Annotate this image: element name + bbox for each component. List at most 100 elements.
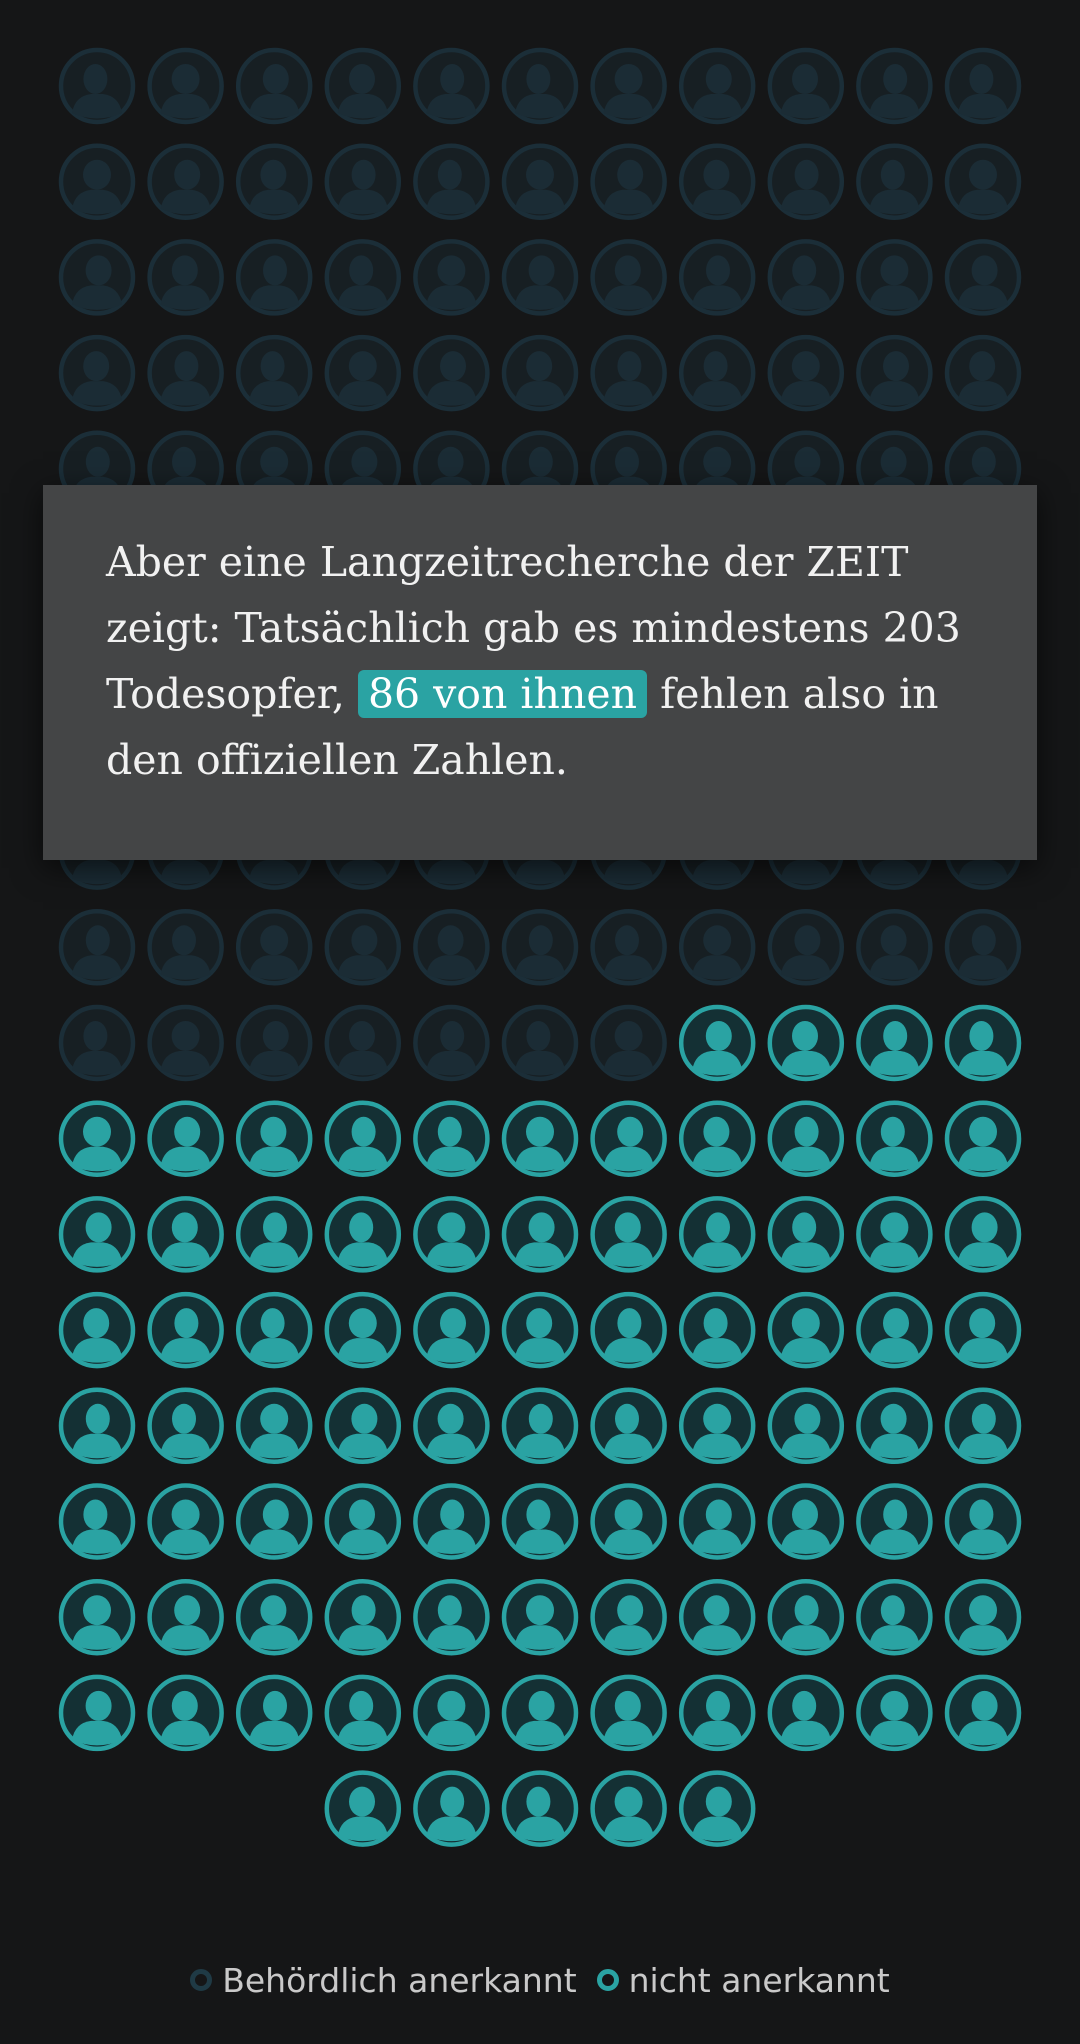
victim-icon-not-acknowledged	[678, 1770, 756, 1847]
victim-icon-not-acknowledged	[235, 1674, 313, 1752]
victim-icon-not-acknowledged	[147, 1100, 224, 1177]
victim-icon-not-acknowledged	[147, 1483, 224, 1560]
victim-icon-acknowledged	[678, 143, 756, 220]
victim-icon-not-acknowledged	[944, 1578, 1022, 1656]
victim-icon-acknowledged	[678, 334, 756, 412]
victim-icon-acknowledged	[767, 239, 845, 316]
victim-icon-not-acknowledged	[856, 1004, 933, 1082]
annotation-card: Aber eine Langzeitrecherche der ZEIT zei…	[43, 485, 1037, 860]
victim-icon-not-acknowledged	[501, 1100, 579, 1177]
legend-label-not-acknowledged: nicht anerkannt	[628, 1960, 890, 2000]
victim-icon-not-acknowledged	[147, 1387, 224, 1465]
victim-icon-not-acknowledged	[590, 1674, 667, 1752]
victim-icon-acknowledged	[235, 239, 313, 316]
victim-icon-not-acknowledged	[767, 1674, 845, 1752]
victim-icon-acknowledged	[413, 239, 490, 316]
victim-icon-acknowledged	[856, 239, 933, 316]
victim-icon-not-acknowledged	[590, 1770, 667, 1847]
victim-icon-acknowledged	[58, 334, 136, 412]
victim-icon-not-acknowledged	[856, 1483, 933, 1560]
victim-icon-not-acknowledged	[58, 1387, 136, 1465]
victim-icon-not-acknowledged	[944, 1004, 1022, 1082]
victim-icon-acknowledged	[678, 909, 756, 986]
victim-icon-not-acknowledged	[678, 1291, 756, 1369]
victim-icon-not-acknowledged	[590, 1578, 667, 1656]
legend: Behördlich anerkannt nicht anerkannt	[0, 1956, 1080, 2004]
victim-icon-acknowledged	[767, 47, 845, 125]
legend-item-acknowledged: Behördlich anerkannt	[190, 1960, 577, 2000]
victim-icon-not-acknowledged	[235, 1291, 313, 1369]
victim-icon-acknowledged	[501, 47, 579, 125]
annotation-text-after: fehlen also in den offiziellen Zahlen.	[106, 670, 939, 784]
victim-icon-not-acknowledged	[678, 1387, 756, 1465]
legend-swatch-not-acknowledged	[596, 1969, 619, 1991]
victim-icon-not-acknowledged	[767, 1100, 845, 1177]
victim-icon-acknowledged	[501, 1004, 579, 1082]
victim-icon-not-acknowledged	[147, 1291, 224, 1369]
victim-icon-acknowledged	[678, 47, 756, 125]
legend-label-acknowledged: Behördlich anerkannt	[222, 1960, 577, 2000]
victim-icon-not-acknowledged	[324, 1100, 402, 1177]
victim-icon-not-acknowledged	[413, 1387, 490, 1465]
victim-icon-not-acknowledged	[324, 1483, 402, 1560]
victim-icon-not-acknowledged	[678, 1483, 756, 1560]
legend-item-not-acknowledged: nicht anerkannt	[596, 1960, 890, 2000]
victim-icon-not-acknowledged	[58, 1100, 136, 1177]
victim-icon-acknowledged	[856, 334, 933, 412]
victim-icon-acknowledged	[324, 909, 402, 986]
victim-icon-not-acknowledged	[501, 1674, 579, 1752]
victim-icon-not-acknowledged	[501, 1770, 579, 1847]
victim-icon-acknowledged	[501, 909, 579, 986]
legend-swatch-acknowledged	[190, 1969, 213, 1991]
victim-icon-acknowledged	[944, 47, 1022, 125]
victim-icon-not-acknowledged	[413, 1770, 490, 1847]
victim-icon-acknowledged	[678, 239, 756, 316]
victim-icon-not-acknowledged	[856, 1196, 933, 1273]
victim-icon-not-acknowledged	[767, 1387, 845, 1465]
victim-icon-acknowledged	[58, 143, 136, 220]
victim-icon-not-acknowledged	[324, 1196, 402, 1273]
victim-icon-acknowledged	[147, 47, 224, 125]
victim-icon-not-acknowledged	[147, 1196, 224, 1273]
victim-icon-acknowledged	[856, 909, 933, 986]
victim-icon-acknowledged	[590, 239, 667, 316]
victim-icon-not-acknowledged	[501, 1387, 579, 1465]
victim-icon-not-acknowledged	[58, 1291, 136, 1369]
victim-icon-not-acknowledged	[944, 1100, 1022, 1177]
victim-icon-acknowledged	[235, 1004, 313, 1082]
victim-icon-not-acknowledged	[944, 1483, 1022, 1560]
annotation-text: Aber eine Langzeitrecherche der ZEIT zei…	[106, 529, 977, 793]
victim-icon-not-acknowledged	[856, 1578, 933, 1656]
victim-icon-acknowledged	[58, 909, 136, 986]
victim-icon-not-acknowledged	[324, 1578, 402, 1656]
victim-icon-acknowledged	[147, 143, 224, 220]
victim-icon-not-acknowledged	[235, 1196, 313, 1273]
victim-icon-not-acknowledged	[856, 1674, 933, 1752]
victim-icon-not-acknowledged	[678, 1100, 756, 1177]
victim-icon-acknowledged	[147, 1004, 224, 1082]
victim-icon-acknowledged	[767, 143, 845, 220]
victim-icon-acknowledged	[147, 239, 224, 316]
victim-icon-not-acknowledged	[944, 1387, 1022, 1465]
victim-icon-not-acknowledged	[235, 1100, 313, 1177]
victim-icon-acknowledged	[413, 334, 490, 412]
victim-icon-acknowledged	[501, 143, 579, 220]
victim-icon-acknowledged	[856, 143, 933, 220]
victim-icon-acknowledged	[235, 47, 313, 125]
victim-icon-not-acknowledged	[324, 1387, 402, 1465]
victim-icon-not-acknowledged	[58, 1196, 136, 1273]
victim-icon-not-acknowledged	[235, 1483, 313, 1560]
victim-icon-not-acknowledged	[501, 1483, 579, 1560]
victim-icon-acknowledged	[767, 909, 845, 986]
victim-icon-not-acknowledged	[147, 1674, 224, 1752]
victim-icon-not-acknowledged	[944, 1291, 1022, 1369]
victim-icon-not-acknowledged	[767, 1483, 845, 1560]
victim-icon-acknowledged	[58, 1004, 136, 1082]
victim-icon-acknowledged	[324, 239, 402, 316]
victim-icon-not-acknowledged	[678, 1578, 756, 1656]
victim-icon-acknowledged	[147, 909, 224, 986]
victim-icon-acknowledged	[501, 239, 579, 316]
victims-waffle-chart	[58, 47, 1022, 1847]
victim-icon-not-acknowledged	[413, 1483, 490, 1560]
victim-icon-not-acknowledged	[501, 1196, 579, 1273]
